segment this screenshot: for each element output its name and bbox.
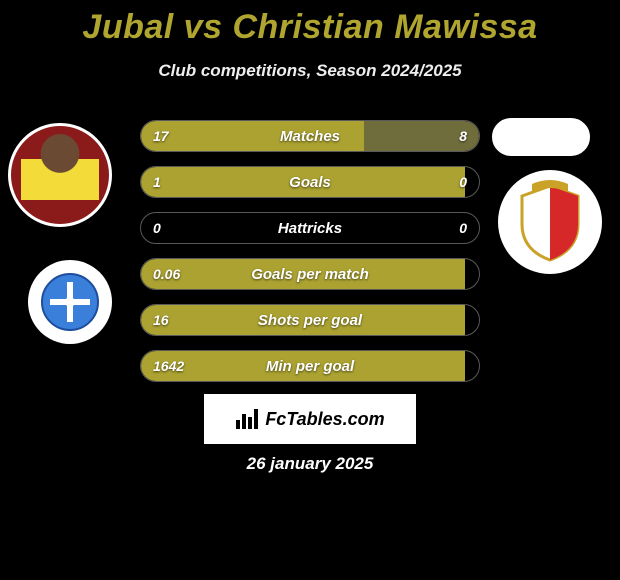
monaco-crest-icon <box>508 180 592 264</box>
page-title: Jubal vs Christian Mawissa <box>0 0 620 47</box>
vs-separator: vs <box>174 8 233 46</box>
player-left-avatar <box>8 123 112 227</box>
stat-value-left: 17 <box>153 128 169 144</box>
stat-label: Hattricks <box>278 220 342 237</box>
stat-label: Min per goal <box>266 358 354 375</box>
player-right-avatar <box>492 118 590 156</box>
stat-label: Matches <box>280 128 340 145</box>
stat-row: Hattricks 0 0 <box>140 212 480 244</box>
bars-icon <box>235 408 259 430</box>
club-right-crest <box>498 170 602 274</box>
stat-value-left: 1642 <box>153 358 184 374</box>
stat-value-left: 0 <box>153 220 161 236</box>
player-right-name: Christian Mawissa <box>232 8 537 46</box>
date: 26 january 2025 <box>0 454 620 474</box>
watermark-text: FcTables.com <box>265 409 384 430</box>
subtitle: Club competitions, Season 2024/2025 <box>0 61 620 81</box>
stat-row: Min per goal 1642 <box>140 350 480 382</box>
stat-value-right: 8 <box>459 128 467 144</box>
player-left-name: Jubal <box>82 8 173 46</box>
stat-value-left: 16 <box>153 312 169 328</box>
stat-row: Shots per goal 16 <box>140 304 480 336</box>
stat-label: Shots per goal <box>258 312 362 329</box>
stat-value-right: 0 <box>459 220 467 236</box>
club-left-crest <box>28 260 112 344</box>
stat-value-right: 0 <box>459 174 467 190</box>
stats-container: Matches 17 8 Goals 1 0 Hattricks 0 0 Goals per ma… <box>140 120 480 382</box>
stat-label: Goals per match <box>251 266 369 283</box>
watermark: FcTables.com <box>204 394 416 444</box>
stat-value-left: 0.06 <box>153 266 180 282</box>
stat-row: Goals 1 0 <box>140 166 480 198</box>
stat-value-left: 1 <box>153 174 161 190</box>
auxerre-crest-icon <box>40 272 100 332</box>
stat-label: Goals <box>289 174 331 191</box>
stat-row: Goals per match 0.06 <box>140 258 480 290</box>
stat-row: Matches 17 8 <box>140 120 480 152</box>
